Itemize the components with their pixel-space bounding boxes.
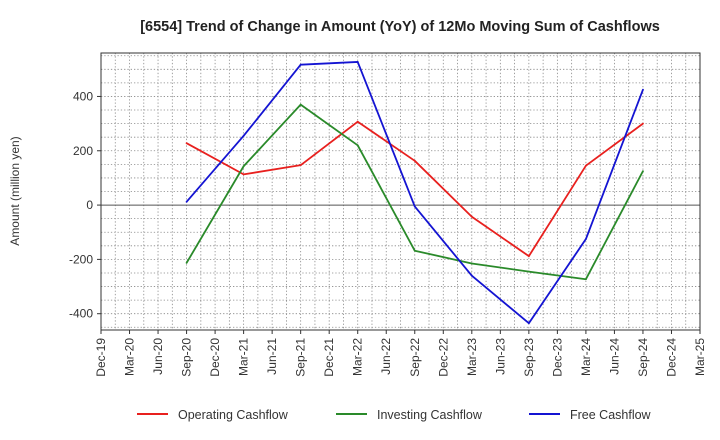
data-point: [185, 142, 188, 145]
x-tick-label: Jun-22: [379, 338, 393, 375]
series-lines: [185, 61, 644, 325]
x-tick-label: Jun-20: [151, 338, 165, 375]
y-tick-label: -400: [69, 307, 93, 321]
data-point: [299, 103, 302, 106]
x-tick-label: Mar-20: [123, 338, 137, 376]
data-point: [642, 170, 644, 173]
x-tick-label: Jun-23: [493, 338, 507, 375]
legend: Operating Cashflow Investing Cashflow Free…: [137, 408, 652, 422]
y-axis-label: Amount (million yen): [8, 136, 22, 245]
data-point: [185, 200, 188, 203]
x-tick-label: Dec-19: [94, 338, 108, 377]
data-point: [527, 270, 530, 273]
data-point: [413, 159, 416, 162]
data-point: [185, 262, 188, 264]
data-point: [527, 322, 530, 325]
x-tick-labels: Dec-19 Mar-20 Jun-20 Sep-20 Dec-20 Mar-21 Jun-…: [94, 330, 707, 377]
data-point: [642, 122, 644, 125]
data-point: [356, 144, 359, 147]
y-tick-label: 200: [73, 144, 93, 158]
x-tick-label: Sep-20: [180, 338, 194, 377]
x-tick-label: Sep-21: [294, 338, 308, 377]
chart-title: [6554] Trend of Change in Amount (YoY) o…: [140, 19, 660, 35]
x-tick-label: Mar-22: [351, 338, 365, 376]
data-point: [299, 63, 302, 66]
data-point: [299, 164, 302, 167]
x-tick-label: Dec-21: [322, 338, 336, 377]
x-tick-label: Sep-23: [522, 338, 536, 377]
x-tick-label: Dec-22: [436, 338, 450, 377]
data-point: [585, 164, 587, 167]
data-point: [413, 205, 416, 208]
data-point: [642, 88, 644, 91]
x-tick-label: Mar-25: [693, 338, 707, 376]
data-point: [413, 249, 416, 252]
x-tick-label: Dec-24: [664, 338, 678, 377]
x-tick-label: Mar-24: [579, 338, 593, 376]
data-point: [585, 278, 587, 281]
y-tick-label: -200: [69, 252, 93, 266]
data-point: [242, 165, 245, 168]
x-tick-label: Sep-24: [636, 338, 650, 377]
legend-label: Investing Cashflow: [377, 408, 483, 422]
data-point: [527, 255, 530, 258]
plot-frame: [100, 52, 701, 331]
grid: [101, 53, 700, 330]
data-point: [585, 238, 587, 240]
data-point: [470, 274, 473, 277]
y-tick-labels: -400 -200 0 200 400: [69, 89, 101, 321]
data-point: [470, 215, 473, 218]
legend-label: Free Cashflow: [570, 408, 652, 422]
data-point: [242, 134, 245, 137]
legend-label: Operating Cashflow: [178, 408, 289, 422]
x-tick-label: Mar-21: [237, 338, 251, 376]
x-tick-label: Sep-22: [408, 338, 422, 377]
y-tick-label: 0: [86, 198, 93, 212]
x-tick-label: Mar-23: [465, 338, 479, 376]
data-point: [242, 173, 245, 176]
data-point: [356, 120, 359, 123]
x-tick-label: Dec-20: [208, 338, 222, 377]
x-tick-label: Jun-21: [265, 338, 279, 375]
data-point: [356, 61, 359, 63]
data-point: [470, 262, 473, 265]
y-tick-label: 400: [73, 89, 93, 103]
x-tick-label: Dec-23: [550, 338, 564, 377]
x-tick-label: Jun-24: [607, 338, 621, 375]
